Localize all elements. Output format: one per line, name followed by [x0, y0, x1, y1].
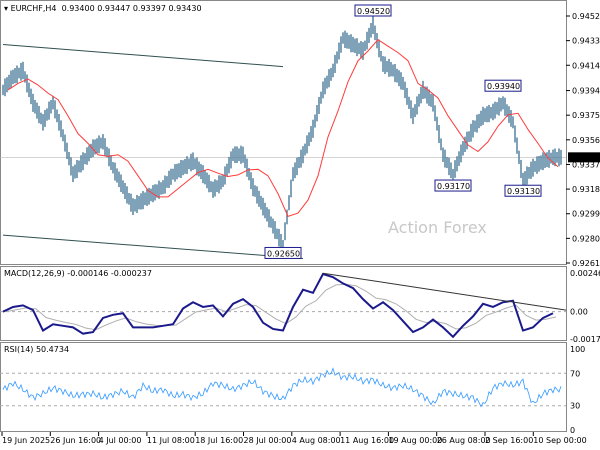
price-tick-label: 0.93565 [572, 136, 600, 145]
price-tick-label: 0.94520 [572, 12, 600, 21]
price-annotation-box [484, 79, 522, 92]
price-tick-label: 0.93375 [572, 160, 600, 169]
rsi-tick-label: 30 [570, 402, 580, 411]
rsi-line [2, 367, 562, 408]
price-annotation-label: 0.93940 [487, 82, 520, 91]
time-tick-label: 10 Sep 00:00 [533, 436, 586, 445]
channel-line [2, 44, 284, 68]
macd-tick-label: -0.00174 [570, 335, 600, 344]
rsi-tick-label: 100 [570, 345, 585, 354]
moving-average-line [7, 39, 559, 217]
price-annotation-box [504, 184, 542, 197]
price-tick-label: 0.93945 [572, 87, 600, 96]
price-annotation-label: 0.93130 [507, 187, 540, 196]
macd-tick-label: 0.002463 [570, 269, 600, 278]
time-tick-label: 2 Sep 16:00 [485, 436, 533, 445]
channel-line [2, 234, 304, 259]
price-annotation-label: 0.92650 [267, 249, 300, 258]
time-tick-label: 26 Aug 08:00 [437, 436, 491, 445]
time-tick-label: 26 Jun 16:00 [50, 436, 101, 445]
rsi-tick-label: 0 [570, 426, 575, 435]
rsi-title: RSI(14) 50.4734 [4, 345, 70, 354]
time-tick-label: 11 Aug 16:00 [340, 436, 394, 445]
macd-trendline [322, 272, 567, 311]
macd-panel [0, 266, 567, 341]
time-tick-label: 18 Jul 16:00 [195, 436, 243, 445]
current-price-label: 0.93430 [570, 153, 600, 162]
time-tick-label: 19 Jun 2025 [2, 436, 50, 445]
watermark: Action Forex [388, 218, 487, 237]
price-tick-label: 0.92805 [572, 234, 600, 243]
rsi-tick-label: 70 [570, 369, 580, 378]
price-annotation-box [264, 246, 302, 259]
time-tick-label: 19 Aug 00:00 [388, 436, 442, 445]
time-tick-label: 28 Jul 00:00 [244, 436, 292, 445]
current-price-badge [568, 152, 600, 163]
price-tick-label: 0.92995 [572, 210, 600, 219]
chart-title: ▾ EURCHF,H4 0.93400 0.93447 0.93397 0.93… [4, 4, 202, 13]
price-annotation-label: 0.93170 [437, 182, 470, 191]
price-tick-label: 0.92615 [572, 259, 600, 268]
time-tick-label: 4 Jul 00:00 [99, 436, 142, 445]
time-tick-label: 4 Aug 08:00 [292, 436, 341, 445]
price-tick-label: 0.93185 [572, 185, 600, 194]
price-annotation-label: 0.94520 [357, 7, 390, 16]
main-panel [0, 0, 567, 265]
price-annotation-box [434, 179, 472, 192]
macd-tick-label: 0.00 [570, 308, 588, 317]
price-annotation-box [354, 4, 392, 17]
macd-title: MACD(12,26,9) -0.000146 -0.000237 [4, 269, 152, 278]
macd-signal-line [5, 283, 557, 331]
time-tick-label: 11 Jul 08:00 [147, 436, 195, 445]
macd-line [2, 272, 554, 339]
rsi-panel [0, 342, 567, 432]
price-tick-label: 0.93755 [572, 111, 600, 120]
